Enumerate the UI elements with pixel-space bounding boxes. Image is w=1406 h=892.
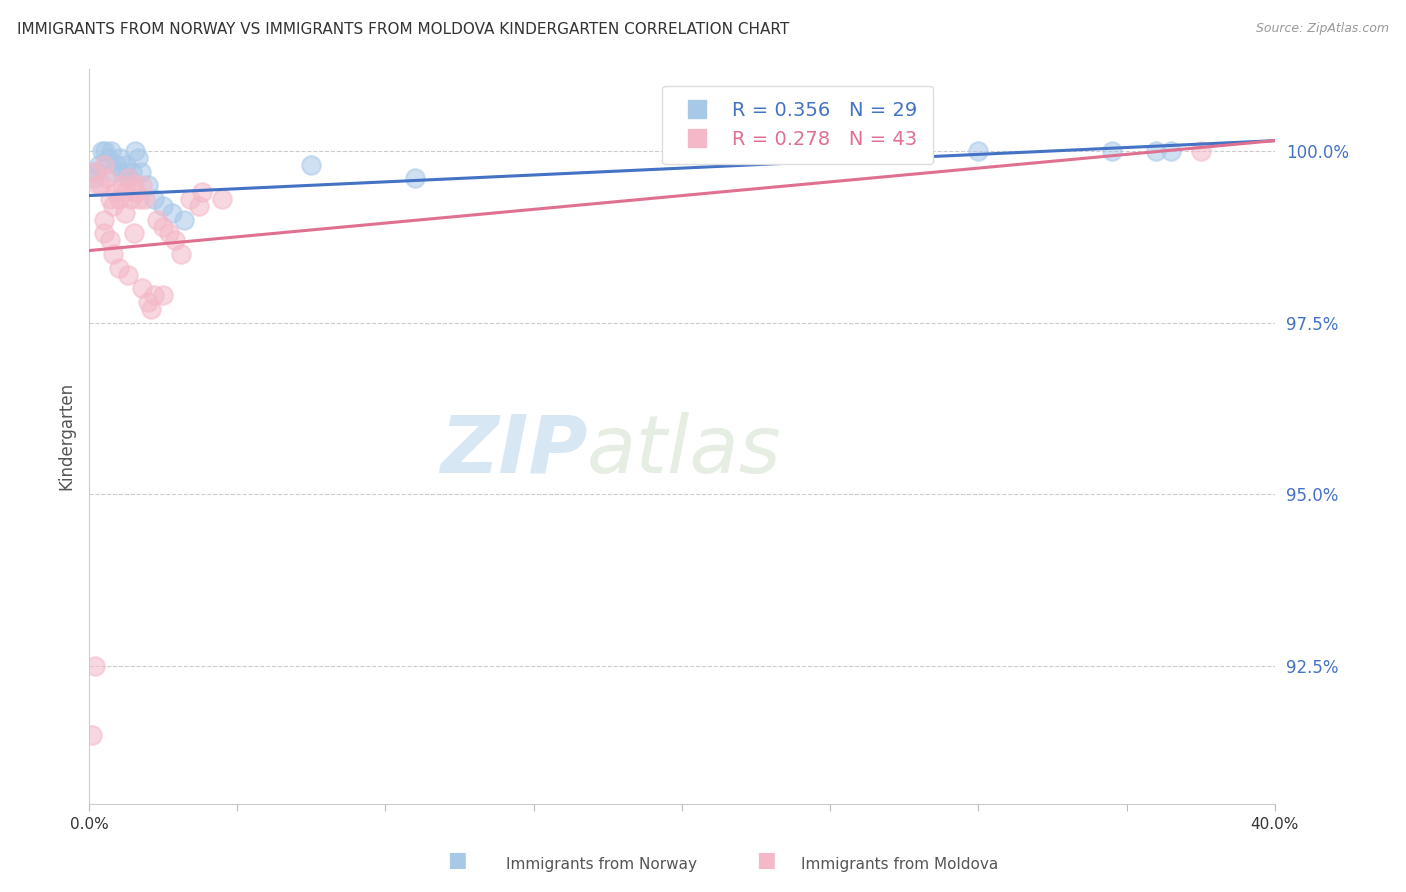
Point xyxy=(152,199,174,213)
Point xyxy=(143,192,166,206)
Point xyxy=(125,185,148,199)
Point xyxy=(128,192,150,206)
Point xyxy=(152,219,174,234)
Point xyxy=(103,164,125,178)
Legend: R = 0.356   N = 29, R = 0.278   N = 43: R = 0.356 N = 29, R = 0.278 N = 43 xyxy=(662,86,934,164)
Point xyxy=(100,144,122,158)
Point xyxy=(118,171,141,186)
Point xyxy=(105,158,128,172)
Text: Immigrants from Moldova: Immigrants from Moldova xyxy=(801,857,998,872)
Point xyxy=(173,212,195,227)
Point xyxy=(114,206,136,220)
Point xyxy=(1101,144,1123,158)
Point xyxy=(97,151,120,165)
Point xyxy=(121,164,143,178)
Point xyxy=(190,185,212,199)
Point xyxy=(160,206,183,220)
Point xyxy=(87,178,110,193)
Point xyxy=(93,158,115,172)
Point xyxy=(83,171,105,186)
Point xyxy=(98,233,121,247)
Point xyxy=(114,185,136,199)
Point xyxy=(157,227,180,241)
Point xyxy=(86,164,108,178)
Point xyxy=(1189,144,1212,158)
Point xyxy=(299,158,322,172)
Point xyxy=(80,728,103,742)
Text: atlas: atlas xyxy=(588,412,782,490)
Point xyxy=(108,151,131,165)
Point xyxy=(107,192,129,206)
Point xyxy=(134,192,156,206)
Point xyxy=(129,164,152,178)
Text: ZIP: ZIP xyxy=(440,412,588,490)
Point xyxy=(98,192,121,206)
Point xyxy=(93,227,115,241)
Point xyxy=(83,164,105,178)
Point xyxy=(84,659,107,673)
Text: Source: ZipAtlas.com: Source: ZipAtlas.com xyxy=(1256,22,1389,36)
Point xyxy=(115,158,138,172)
Point xyxy=(93,212,115,227)
Point xyxy=(967,144,990,158)
Point xyxy=(117,171,139,186)
Text: Immigrants from Norway: Immigrants from Norway xyxy=(506,857,697,872)
Point xyxy=(1160,144,1182,158)
Point xyxy=(90,178,112,193)
Point xyxy=(104,185,127,199)
Point xyxy=(152,288,174,302)
Point xyxy=(111,178,134,193)
Point xyxy=(124,144,146,158)
Point xyxy=(107,260,129,275)
Point xyxy=(117,268,139,282)
Text: ■: ■ xyxy=(756,850,776,870)
Point xyxy=(131,281,153,295)
Point xyxy=(91,144,114,158)
Point xyxy=(187,199,209,213)
Y-axis label: Kindergarten: Kindergarten xyxy=(58,382,75,490)
Point xyxy=(122,178,145,193)
Point xyxy=(112,164,135,178)
Point xyxy=(127,151,149,165)
Point xyxy=(122,227,145,241)
Point xyxy=(96,171,118,186)
Point xyxy=(146,212,169,227)
Point xyxy=(170,247,193,261)
Point xyxy=(404,171,426,186)
Point xyxy=(141,301,163,316)
Point xyxy=(163,233,186,247)
Point xyxy=(179,192,201,206)
Point xyxy=(700,144,723,158)
Point xyxy=(211,192,233,206)
Point xyxy=(138,295,160,310)
Text: ■: ■ xyxy=(447,850,467,870)
Point xyxy=(101,199,124,213)
Point xyxy=(143,288,166,302)
Point xyxy=(101,247,124,261)
Point xyxy=(94,144,117,158)
Point xyxy=(138,178,160,193)
Point xyxy=(131,178,153,193)
Point xyxy=(120,192,142,206)
Point xyxy=(1144,144,1167,158)
Text: IMMIGRANTS FROM NORWAY VS IMMIGRANTS FROM MOLDOVA KINDERGARTEN CORRELATION CHART: IMMIGRANTS FROM NORWAY VS IMMIGRANTS FRO… xyxy=(17,22,789,37)
Point xyxy=(89,158,111,172)
